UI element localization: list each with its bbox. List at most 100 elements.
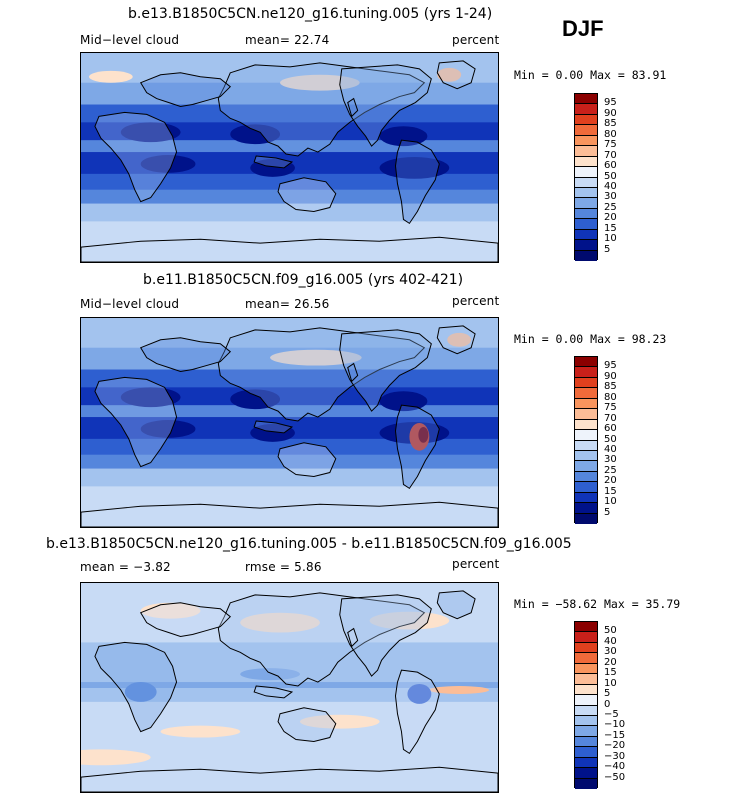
- coastline-indonesia: [253, 420, 294, 434]
- panel-2-minmax: Min = 0.00 Max = 98.23: [514, 332, 667, 346]
- colorbar-level-label: −10: [604, 719, 626, 731]
- colorbar-level-label: 80: [604, 128, 617, 140]
- colorbar-level-label: 10: [604, 496, 617, 508]
- colorbar-swatch: [575, 440, 597, 451]
- colorbar-swatch: [575, 471, 597, 483]
- colorbar-level-label: 70: [604, 412, 617, 424]
- colorbar-swatch: [575, 104, 597, 115]
- colorbar-swatch: [575, 663, 597, 675]
- coastline-japan: [347, 362, 359, 383]
- panel-3-map: [80, 582, 499, 793]
- colorbar-level-label: 20: [604, 212, 617, 224]
- panel-3-title: b.e13.B1850C5CN.ne120_g16.tuning.005 - b…: [46, 536, 572, 552]
- coastline-indonesia: [253, 685, 294, 699]
- colorbar-level-label: 15: [604, 667, 617, 679]
- colorbar-swatch: [575, 632, 597, 643]
- coastline-samerica: [394, 669, 440, 755]
- coastline-europe: [139, 72, 232, 107]
- colorbar-swatch: [575, 156, 597, 168]
- map-canvas: [81, 53, 498, 262]
- colorbar-level-label: 30: [604, 191, 617, 203]
- panel-2-colorbar: [574, 356, 598, 524]
- colorbar-swatch: [575, 747, 597, 758]
- colorbar-swatch: [575, 726, 597, 737]
- colorbar-level-label: 95: [604, 97, 617, 109]
- colorbar-swatch: [575, 430, 597, 441]
- coastline-namerica: [339, 329, 432, 412]
- colorbar-level-label: −30: [604, 750, 626, 762]
- panel-2-map: [80, 317, 499, 528]
- season-label: DJF: [562, 16, 604, 41]
- colorbar-swatch: [575, 482, 597, 493]
- colorbar-level-label: 5: [604, 688, 611, 700]
- coastline-africa: [94, 376, 178, 468]
- colorbar-level-label: 80: [604, 391, 617, 403]
- colorbar-swatch: [575, 240, 597, 251]
- colorbar-swatch: [575, 736, 597, 748]
- panel-1-title: b.e13.B1850C5CN.ne120_g16.tuning.005 (yr…: [128, 6, 493, 22]
- coastline-samerica: [394, 139, 440, 225]
- colorbar-swatch: [575, 768, 597, 779]
- panel-3-rmse-label: rmse = 5.86: [245, 560, 322, 574]
- coastline-asia: [217, 592, 426, 687]
- colorbar-swatch: [575, 450, 597, 462]
- colorbar-swatch: [575, 208, 597, 220]
- colorbar-level-label: −5: [604, 708, 619, 720]
- colorbar-swatch: [575, 513, 597, 524]
- colorbar-level-label: 95: [604, 360, 617, 372]
- colorbar-swatch: [575, 229, 597, 241]
- colorbar-swatch: [575, 357, 597, 368]
- colorbar-swatch: [575, 684, 597, 696]
- panel-1-units-label: percent: [452, 33, 500, 47]
- coastline-australia: [277, 442, 337, 477]
- map-canvas: [81, 583, 498, 792]
- colorbar-level-label: 50: [604, 433, 617, 445]
- colorbar-swatch: [575, 198, 597, 209]
- panel-3-mean-label: mean = −3.82: [80, 560, 171, 574]
- colorbar-level-label: 75: [604, 402, 617, 414]
- colorbar-swatch: [575, 187, 597, 199]
- panel-2-variable-label: Mid−level cloud: [80, 297, 180, 311]
- coastline-asia: [217, 62, 426, 157]
- coastline-japan: [347, 627, 359, 648]
- coastline-antarctica: [81, 766, 498, 792]
- panel-1-variable-label: Mid−level cloud: [80, 33, 180, 47]
- coastline-greenland: [436, 590, 476, 620]
- panel-1-mean-label: mean= 22.74: [245, 33, 330, 47]
- colorbar-level-label: 15: [604, 485, 617, 497]
- panel-2-mean-label: mean= 26.56: [245, 297, 330, 311]
- colorbar-level-label: 90: [604, 370, 617, 382]
- colorbar-level-label: 25: [604, 464, 617, 476]
- colorbar-level-label: 10: [604, 233, 617, 245]
- colorbar-swatch: [575, 622, 597, 633]
- colorbar-swatch: [575, 461, 597, 472]
- colorbar-swatch: [575, 492, 597, 504]
- colorbar-level-label: −40: [604, 761, 626, 773]
- coastline-namerica: [339, 594, 432, 677]
- coastline-antarctica: [81, 501, 498, 527]
- colorbar-swatch: [575, 167, 597, 178]
- colorbar-level-label: 15: [604, 222, 617, 234]
- colorbar-swatch: [575, 409, 597, 420]
- colorbar-level-label: 25: [604, 201, 617, 213]
- colorbar-swatch: [575, 114, 597, 126]
- colorbar-level-label: 5: [604, 243, 611, 255]
- coastline-namerica: [339, 64, 432, 147]
- coastline-europe: [139, 602, 232, 637]
- panel-3-units-label: percent: [452, 557, 500, 571]
- coastline-greenland: [436, 325, 476, 355]
- coastline-greenland: [436, 60, 476, 90]
- map-canvas: [81, 318, 498, 527]
- colorbar-level-label: 10: [604, 677, 617, 689]
- colorbar-level-label: 60: [604, 160, 617, 172]
- colorbar-swatch: [575, 653, 597, 664]
- colorbar-swatch: [575, 503, 597, 514]
- panel-1-colorbar: [574, 93, 598, 261]
- panel-1-minmax: Min = 0.00 Max = 83.91: [514, 68, 667, 82]
- colorbar-swatch: [575, 705, 597, 716]
- panel-3-minmax: Min = −58.62 Max = 35.79: [514, 597, 681, 611]
- colorbar-level-label: 20: [604, 656, 617, 668]
- panel-1-map: [80, 52, 499, 263]
- colorbar-level-label: 0: [604, 698, 611, 710]
- colorbar-swatch: [575, 642, 597, 654]
